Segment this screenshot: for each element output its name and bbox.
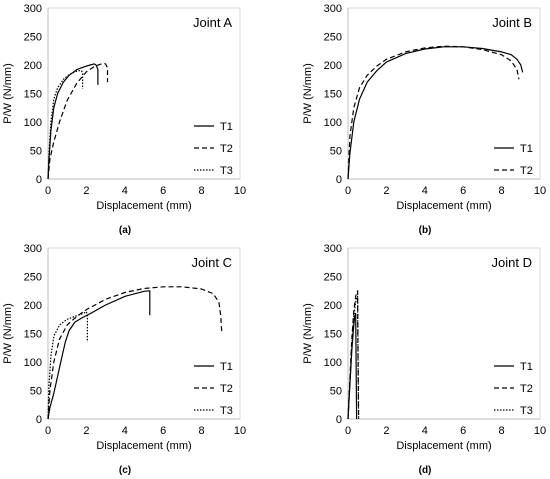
x-tick-label: 8 — [499, 185, 505, 197]
legend-label: T3 — [220, 405, 233, 417]
series-line-t1 — [47, 290, 151, 420]
x-tick-label: 4 — [122, 185, 128, 197]
y-tick-label: 50 — [30, 386, 42, 398]
x-tick-label: 2 — [83, 425, 89, 437]
x-tick-label: 6 — [460, 425, 466, 437]
y-tick-label: 300 — [324, 3, 342, 15]
y-axis-title: P/W (N/mm) — [2, 63, 14, 123]
y-tick-label: 50 — [30, 146, 42, 158]
chart-panel-3: 0 50 100 150 200 250 300 0 2 4 6 8 10 Displacement (m… — [2, 243, 246, 476]
series-line-t2 — [347, 45, 520, 180]
series-line-t1 — [347, 46, 524, 180]
plot-frame — [47, 7, 241, 180]
x-tick-label: 6 — [160, 185, 166, 197]
y-tick-label: 250 — [324, 272, 342, 284]
y-tick-label: 200 — [324, 60, 342, 72]
x-tick-label: 10 — [234, 425, 246, 437]
x-tick-label: 6 — [160, 425, 166, 437]
y-tick-label: 200 — [24, 300, 42, 312]
y-tick-label: 100 — [324, 117, 342, 129]
y-tick-label: 250 — [324, 32, 342, 44]
legend-label: T1 — [520, 361, 533, 373]
y-tick-label: 100 — [324, 357, 342, 369]
y-tick-label: 300 — [324, 243, 342, 255]
y-axis-title: P/W (N/mm) — [302, 63, 314, 123]
y-tick-label: 250 — [24, 272, 42, 284]
y-tick-label: 0 — [336, 414, 342, 426]
series-line-t3 — [47, 70, 84, 180]
y-tick-label: 100 — [24, 357, 42, 369]
y-tick-label: 0 — [36, 174, 42, 186]
x-tick-label: 2 — [83, 185, 89, 197]
legend-label: T2 — [220, 143, 233, 155]
legend-label: T2 — [220, 383, 233, 395]
x-tick-label: 8 — [199, 425, 205, 437]
x-tick-label: 0 — [45, 185, 51, 197]
legend-label: T1 — [220, 361, 233, 373]
x-tick-label: 4 — [422, 185, 428, 197]
x-tick-label: 8 — [199, 185, 205, 197]
plot-frame — [347, 7, 541, 180]
x-tick-label: 10 — [234, 185, 246, 197]
y-tick-label: 150 — [24, 89, 42, 101]
legend-label: T3 — [520, 405, 533, 417]
joint-annotation: Joint A — [193, 15, 232, 30]
x-axis-title: Displacement (mm) — [96, 200, 191, 212]
panel-caption: (a) — [119, 225, 131, 236]
legend-label: T3 — [220, 165, 233, 177]
x-tick-label: 4 — [122, 425, 128, 437]
x-axis-title: Displacement (mm) — [96, 440, 191, 452]
y-tick-label: 300 — [24, 3, 42, 15]
y-tick-label: 150 — [324, 329, 342, 341]
chart-panel-4: 0 50 100 150 200 250 300 0 2 4 6 8 10 Displacement (m… — [302, 243, 546, 476]
series-line-t2 — [347, 290, 360, 420]
x-tick-label: 6 — [460, 185, 466, 197]
y-tick-label: 50 — [330, 146, 342, 158]
y-tick-label: 200 — [24, 60, 42, 72]
joint-annotation: Joint B — [492, 15, 532, 30]
panel-caption: (b) — [419, 225, 432, 236]
legend-label: T2 — [520, 383, 533, 395]
x-tick-label: 2 — [383, 185, 389, 197]
plot-frame — [347, 247, 541, 420]
x-axis-title: Displacement (mm) — [396, 440, 491, 452]
series-line-t2 — [47, 286, 223, 420]
y-tick-label: 200 — [324, 300, 342, 312]
x-tick-label: 0 — [345, 185, 351, 197]
x-tick-label: 10 — [534, 185, 546, 197]
joint-annotation: Joint C — [192, 255, 232, 270]
x-axis-title: Displacement (mm) — [396, 200, 491, 212]
x-tick-label: 0 — [45, 425, 51, 437]
series-line-t2 — [47, 62, 109, 180]
series-line-t1 — [47, 63, 99, 180]
legend-label: T2 — [520, 165, 533, 177]
x-tick-label: 8 — [499, 425, 505, 437]
x-tick-label: 4 — [422, 425, 428, 437]
y-tick-label: 0 — [336, 174, 342, 186]
chart-panel-1: 0 50 100 150 200 250 300 0 2 4 6 8 10 Displacement (m… — [2, 3, 246, 236]
y-axis-title: P/W (N/mm) — [2, 303, 14, 363]
y-tick-label: 50 — [330, 386, 342, 398]
x-tick-label: 10 — [534, 425, 546, 437]
y-tick-label: 150 — [24, 329, 42, 341]
x-tick-label: 2 — [383, 425, 389, 437]
legend-label: T1 — [220, 121, 233, 133]
series-line-t3 — [347, 295, 360, 420]
legend-label: T1 — [520, 143, 533, 155]
y-tick-label: 100 — [24, 117, 42, 129]
x-tick-label: 0 — [345, 425, 351, 437]
y-tick-label: 150 — [324, 89, 342, 101]
series-line-t3 — [47, 311, 89, 420]
joint-annotation: Joint D — [492, 255, 532, 270]
y-tick-label: 250 — [24, 32, 42, 44]
plot-frame — [47, 247, 241, 420]
y-tick-label: 300 — [24, 243, 42, 255]
panel-caption: (c) — [119, 465, 131, 476]
y-tick-label: 0 — [36, 414, 42, 426]
panel-caption: (d) — [419, 465, 432, 476]
chart-panel-2: 0 50 100 150 200 250 300 0 2 4 6 8 10 Displacement (m… — [302, 3, 546, 236]
y-axis-title: P/W (N/mm) — [302, 303, 314, 363]
